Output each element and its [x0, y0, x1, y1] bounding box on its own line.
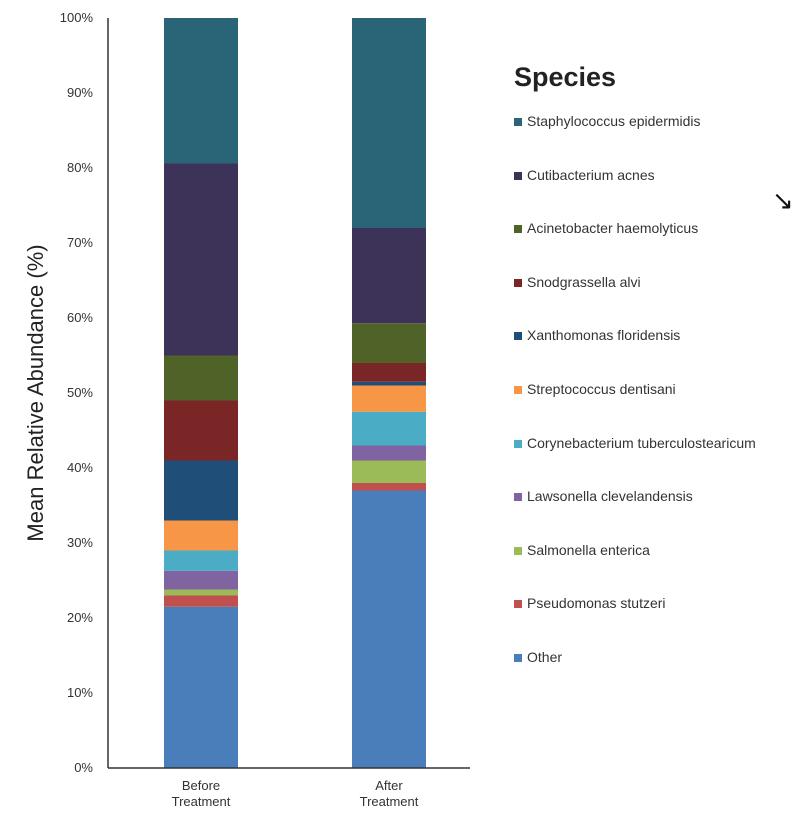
legend-label: Acinetobacter haemolyticus: [527, 220, 699, 237]
legend-item: Acinetobacter haemolyticus: [514, 220, 764, 274]
legend-item: Snodgrassella alvi: [514, 274, 764, 328]
legend-item: Lawsonella clevelandensis: [514, 488, 764, 542]
y-tick-label: 40%: [67, 460, 93, 475]
bar-segment-staphylococcus-epidermidis: [352, 18, 426, 228]
legend-swatch: [514, 225, 522, 234]
legend-label: Staphylococcus epidermidis: [527, 113, 701, 129]
bar-segment-acinetobacter-haemolyticus: [352, 323, 426, 363]
y-axis-label: Mean Relative Abundance (%): [23, 244, 48, 541]
y-tick-label: 50%: [67, 385, 93, 400]
legend-item: Corynebacterium tuberculostearicum: [514, 435, 764, 489]
bar-segment-snodgrassella-alvi: [164, 400, 238, 461]
bar-segment-corynebacterium-tuberculostearicum: [352, 411, 426, 446]
bar-segment-corynebacterium-tuberculostearicum: [164, 550, 238, 571]
legend-item: Cutibacterium acnes: [514, 167, 764, 221]
y-tick-label: 70%: [67, 235, 93, 250]
legend-items: Staphylococcus epidermidis Cutibacterium …: [514, 113, 764, 703]
bar-segment-staphylococcus-epidermidis: [164, 18, 238, 164]
bar-segment-lawsonella-clevelandensis: [164, 570, 238, 590]
legend-label: Corynebacterium tuberculostearicum: [527, 434, 756, 451]
y-tick-label: 100%: [60, 10, 94, 25]
bar-segment-other: [352, 490, 426, 768]
legend-item: Other: [514, 649, 764, 703]
y-axis-ticks: 0% 10% 20% 30% 40% 50% 60% 70% 80% 90% 100%: [60, 10, 94, 775]
legend-title: Species: [514, 62, 617, 92]
bar-segment-xanthomonas-floridensis: [164, 460, 238, 521]
legend-swatch: [514, 493, 522, 502]
x-axis-category-labels: Before Treatment After Treatment: [172, 778, 419, 809]
y-tick-label: 20%: [67, 610, 93, 625]
x-category-label: After Treatment: [360, 778, 419, 809]
bar-segment-pseudomonas-stutzeri: [164, 595, 238, 607]
legend-label: Cutibacterium acnes: [527, 166, 655, 183]
bar-segment-pseudomonas-stutzeri: [352, 483, 426, 491]
y-tick-label: 30%: [67, 535, 93, 550]
legend-item: Xanthomonas floridensis: [514, 327, 764, 381]
legend-label: Streptococcus dentisani: [527, 380, 676, 397]
legend-swatch: [514, 653, 522, 662]
bar-segment-salmonella-enterica: [352, 460, 426, 483]
legend-swatch: [514, 278, 522, 287]
y-tick-label: 60%: [67, 310, 93, 325]
bar-segment-cutibacterium-acnes: [352, 228, 426, 324]
legend-label: Lawsonella clevelandensis: [527, 488, 693, 505]
legend-swatch: [514, 546, 522, 555]
y-tick-label: 80%: [67, 160, 93, 175]
bar-segment-snodgrassella-alvi: [352, 363, 426, 382]
legend-item: Salmonella enterica: [514, 542, 764, 596]
legend-label: Salmonella enterica: [527, 541, 650, 558]
legend-swatch: [514, 600, 522, 609]
bar-segment-streptococcus-dentisani: [164, 520, 238, 551]
y-tick-label: 90%: [67, 85, 93, 100]
legend-label: Other: [527, 648, 563, 665]
legend-swatch: [514, 171, 522, 180]
legend-swatch: [514, 385, 522, 394]
legend: Species Staphylococcus epidermidis Cutiba…: [514, 62, 764, 703]
bar-segment-xanthomonas-floridensis: [352, 381, 426, 386]
legend-swatch: [514, 439, 522, 448]
bar-segment-lawsonella-clevelandensis: [352, 445, 426, 461]
legend-item: Staphylococcus epidermidis: [514, 113, 764, 167]
y-tick-label: 0%: [74, 760, 93, 775]
legend-label: Xanthomonas floridensis: [527, 327, 681, 344]
legend-item: Streptococcus dentisani: [514, 381, 764, 435]
bar-segment-other: [164, 606, 238, 768]
legend-swatch: [514, 332, 522, 341]
bar-segments: [164, 18, 426, 768]
bar-segment-cutibacterium-acnes: [164, 163, 238, 356]
x-category-label: Before Treatment: [172, 778, 231, 809]
bar-segment-acinetobacter-haemolyticus: [164, 355, 238, 401]
legend-label: Pseudomonas stutzeri: [527, 595, 666, 612]
arrow-icon: ↘: [772, 186, 794, 216]
axes: [107, 18, 470, 769]
bar-segment-streptococcus-dentisani: [352, 385, 426, 412]
y-tick-label: 10%: [67, 685, 93, 700]
legend-item: Pseudomonas stutzeri: [514, 595, 764, 649]
bar-segment-salmonella-enterica: [164, 589, 238, 596]
legend-swatch: [514, 118, 522, 126]
legend-label: Snodgrassella alvi: [527, 273, 641, 290]
